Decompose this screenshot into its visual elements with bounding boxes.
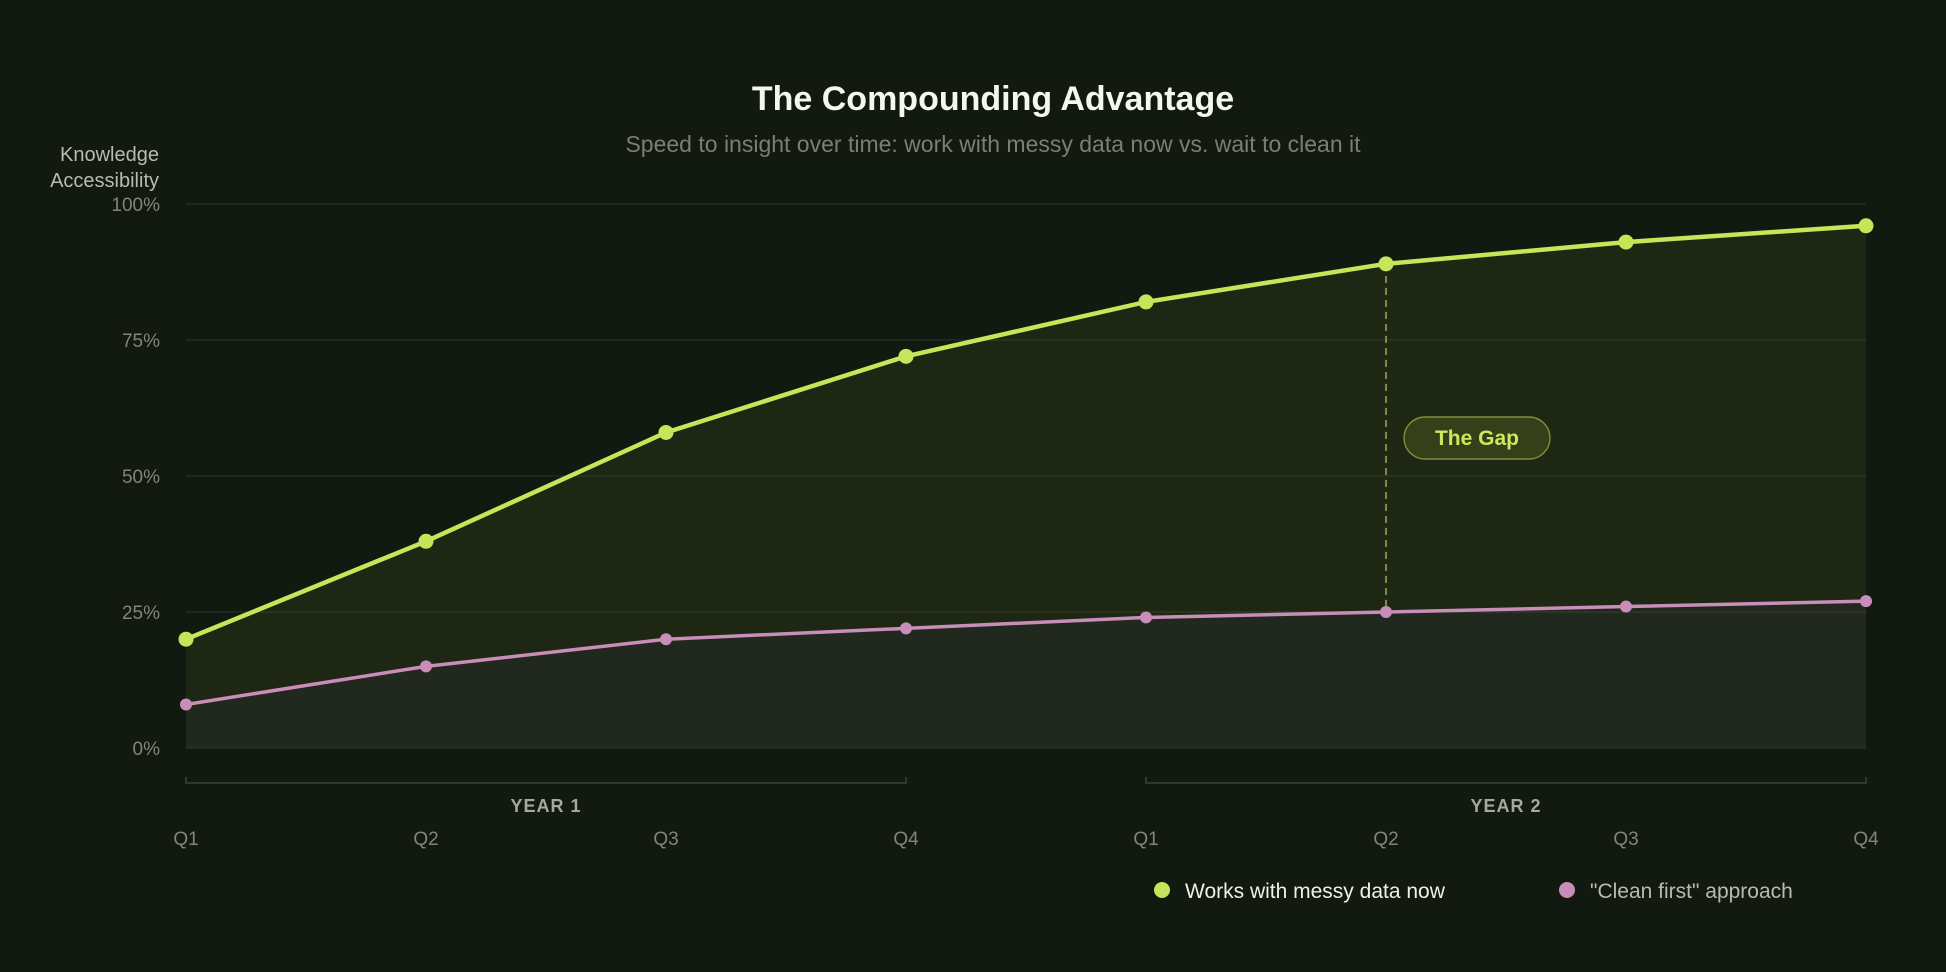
messy-data-point: [178, 631, 194, 647]
clean-first-point: [1380, 606, 1392, 618]
legend: Works with messy data now "Clean first" a…: [1154, 880, 1793, 903]
gap-label-box: [1403, 416, 1551, 460]
y-tick-label: 100%: [111, 195, 160, 216]
messy-data-line: [183, 223, 1869, 642]
year-groups: YEAR 1 YEAR 2: [185, 777, 1867, 816]
messy-data-point: [898, 348, 914, 364]
series-areas: [186, 225, 1866, 748]
messy-data-point: [658, 424, 674, 440]
grid-lines: [186, 203, 1866, 749]
gap-annotation: The Gap: [1385, 263, 1551, 612]
clean-first-point: [420, 660, 432, 673]
clean-first-point: [180, 698, 192, 711]
x-tick-label: Q3: [1613, 829, 1638, 850]
x-tick-label: Q4: [893, 829, 919, 850]
clean-first-point: [1140, 611, 1152, 624]
y-tick-label: 0%: [133, 739, 161, 760]
series-lines: [183, 223, 1869, 707]
clean-first-line: [184, 599, 1868, 707]
legend-marker: [1559, 882, 1575, 898]
messy-data-point: [1618, 234, 1634, 250]
messy-data-point: [1858, 218, 1874, 234]
x-tick-label: Q4: [1853, 829, 1879, 850]
year-label: YEAR 1: [510, 796, 581, 816]
y-axis-label-line-1: Knowledge: [60, 144, 159, 166]
clean-first-point: [1620, 600, 1632, 613]
x-tick-label: Q2: [413, 829, 438, 850]
clean-first-point: [660, 633, 672, 646]
chart-title: The Compounding Advantage: [752, 80, 1234, 118]
data-points: [178, 218, 1874, 711]
year-bracket: [185, 777, 907, 784]
year-label: YEAR 2: [1470, 796, 1541, 816]
year-group: YEAR 2: [1145, 777, 1867, 816]
baseline-area: [186, 601, 1866, 748]
x-axis-ticks: Q1 Q2 Q3 Q4 Q1 Q2 Q3 Q4: [173, 829, 1879, 850]
y-axis-label-line-2: Accessibility: [50, 170, 159, 192]
legend-label: "Clean first" approach: [1590, 880, 1793, 903]
clean-first-point: [900, 622, 912, 635]
x-tick-label: Q1: [173, 829, 198, 850]
chart-subtitle: Speed to insight over time: work with me…: [625, 131, 1361, 157]
y-axis-ticks: 0% 25% 50% 75% 100%: [111, 195, 160, 760]
legend-item-messy-data: Works with messy data now: [1154, 880, 1446, 903]
gap-label: The Gap: [1435, 427, 1519, 450]
y-tick-label: 75%: [122, 331, 160, 352]
legend-label: Works with messy data now: [1185, 880, 1446, 903]
y-tick-label: 50%: [122, 467, 160, 488]
y-tick-label: 25%: [122, 603, 160, 624]
messy-data-point: [1378, 256, 1394, 272]
clean-first-point: [1860, 595, 1872, 608]
year-group: YEAR 1: [185, 777, 907, 816]
x-tick-label: Q3: [653, 829, 678, 850]
messy-data-point: [418, 533, 434, 549]
legend-marker: [1154, 882, 1170, 898]
x-tick-label: Q2: [1373, 829, 1398, 850]
year-bracket: [1145, 777, 1867, 784]
legend-item-clean-first: "Clean first" approach: [1559, 880, 1793, 903]
gap-area: [186, 225, 1866, 705]
x-tick-label: Q1: [1133, 829, 1158, 850]
messy-data-point: [1138, 294, 1154, 310]
